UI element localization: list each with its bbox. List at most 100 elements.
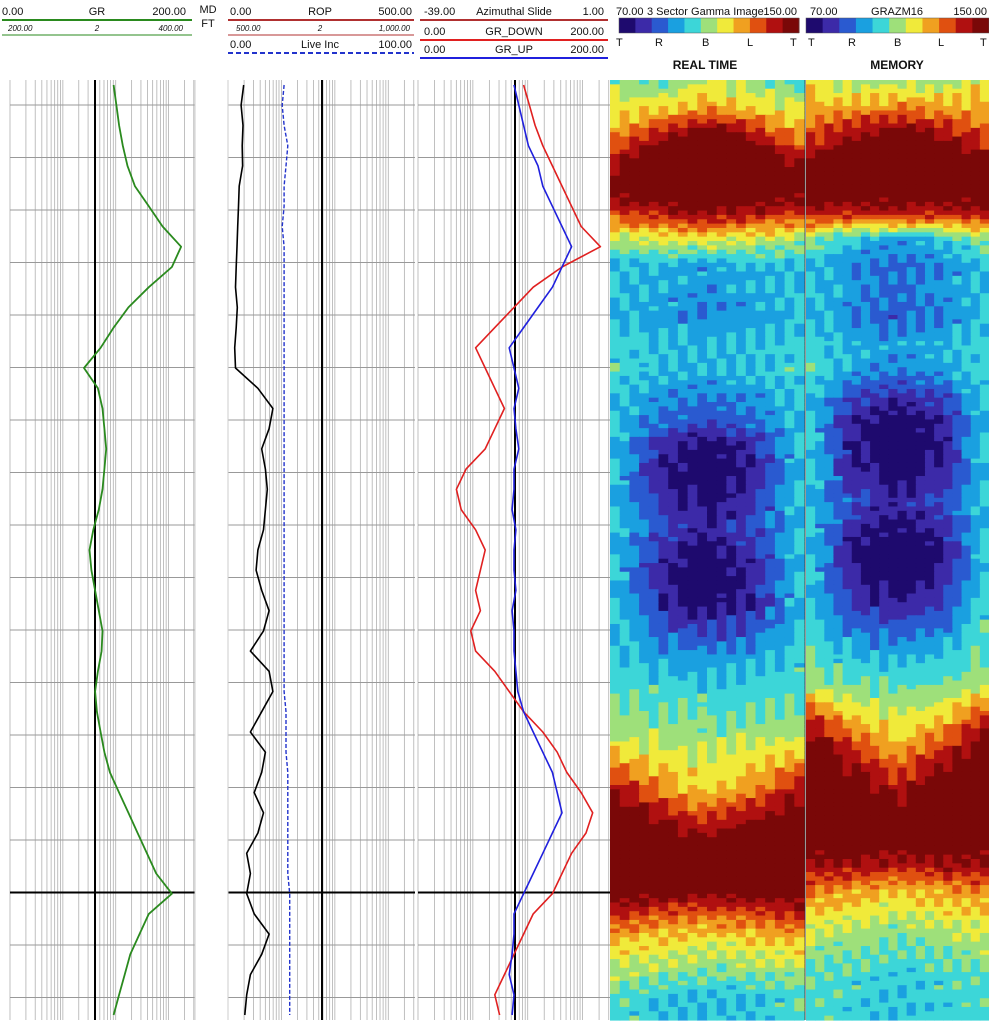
image-cell [668, 954, 679, 960]
image-cell [745, 558, 757, 564]
image-cell [707, 785, 718, 790]
image-cell [774, 858, 786, 864]
image-cell [716, 123, 727, 129]
image-cell [979, 167, 989, 172]
image-cell [774, 745, 786, 751]
image-cell [924, 101, 935, 107]
image-cell [765, 241, 776, 246]
image-cell [619, 593, 630, 599]
image-cell [784, 402, 795, 407]
image-cell [639, 493, 650, 499]
image-cell [842, 162, 853, 168]
image-cell [745, 397, 757, 403]
image-cell [648, 541, 660, 547]
image-cell [824, 153, 835, 159]
image-cell [677, 741, 689, 747]
image-cell [745, 863, 757, 869]
image-cell [765, 785, 776, 790]
image-cell [745, 80, 757, 85]
image-cell [716, 415, 727, 421]
image-cell [726, 637, 737, 642]
image-cell [833, 145, 844, 151]
image-cell [668, 110, 679, 116]
image-cell [765, 515, 776, 521]
image-cell [794, 745, 805, 751]
image-cell [745, 88, 757, 94]
image-cell [736, 271, 747, 277]
image-cell [697, 850, 708, 856]
image-cell [707, 445, 718, 451]
image-cell [765, 584, 776, 590]
image-cell [716, 467, 727, 473]
image-cell [726, 671, 737, 677]
image-cell [784, 619, 795, 625]
image-cell [736, 423, 747, 429]
image-cell [707, 393, 718, 399]
image-cell [943, 106, 953, 112]
image-cell [697, 998, 708, 1004]
image-cell [765, 136, 776, 142]
image-cell [765, 893, 776, 899]
image-cell [619, 480, 630, 486]
image-cell [610, 967, 621, 973]
image-cell [745, 584, 757, 590]
image-cell [697, 184, 708, 190]
image-cell [765, 628, 776, 634]
image-cell [716, 140, 727, 146]
image-cell [629, 619, 640, 625]
image-cell [765, 589, 776, 595]
image-cell [745, 959, 757, 965]
image-cell [726, 554, 737, 560]
image-cell [726, 732, 737, 738]
image-cell [716, 998, 727, 1004]
image-cell [736, 1006, 747, 1012]
image-cell [806, 93, 816, 99]
image-cell [726, 602, 737, 608]
image-cell [726, 667, 737, 673]
image-cell [687, 754, 698, 760]
image-cell [619, 345, 630, 351]
image-cell [668, 306, 679, 312]
image-cell [639, 523, 650, 529]
image-cell [629, 288, 640, 294]
image-cell [774, 819, 786, 825]
image-cell [784, 262, 795, 268]
image-cell [639, 219, 650, 225]
image-cell [697, 1011, 708, 1017]
image-cell [979, 119, 989, 125]
image-cell [697, 650, 708, 656]
image-cell [677, 402, 689, 407]
image-cell [610, 780, 621, 786]
image-cell [707, 336, 718, 342]
image-cell [610, 571, 621, 577]
image-cell [774, 232, 786, 238]
image-cell [765, 872, 776, 877]
image-cell [629, 97, 640, 103]
image-cell [784, 763, 795, 769]
image-cell [610, 441, 621, 447]
image-cell [745, 193, 757, 199]
image-cell [784, 153, 795, 159]
image-cell [619, 650, 630, 656]
image-cell [648, 606, 660, 612]
image-cell [765, 789, 776, 795]
image-cell [765, 97, 776, 103]
image-cell [716, 84, 727, 90]
image-cell [619, 602, 630, 608]
image-cell [648, 375, 660, 381]
image-cell [915, 93, 926, 99]
image-cell [687, 580, 698, 586]
image-cell [806, 145, 816, 151]
image-cell [765, 84, 776, 90]
image-cell [658, 623, 669, 629]
image-cell [794, 724, 805, 730]
image-cell [707, 193, 718, 199]
image-cell [774, 828, 786, 834]
image-cell [629, 824, 640, 830]
image-cell [707, 902, 718, 908]
image-cell [629, 445, 640, 451]
image-cell [716, 336, 727, 342]
image-cell [697, 602, 708, 608]
image-cell [765, 932, 776, 938]
image-cell [755, 249, 766, 255]
